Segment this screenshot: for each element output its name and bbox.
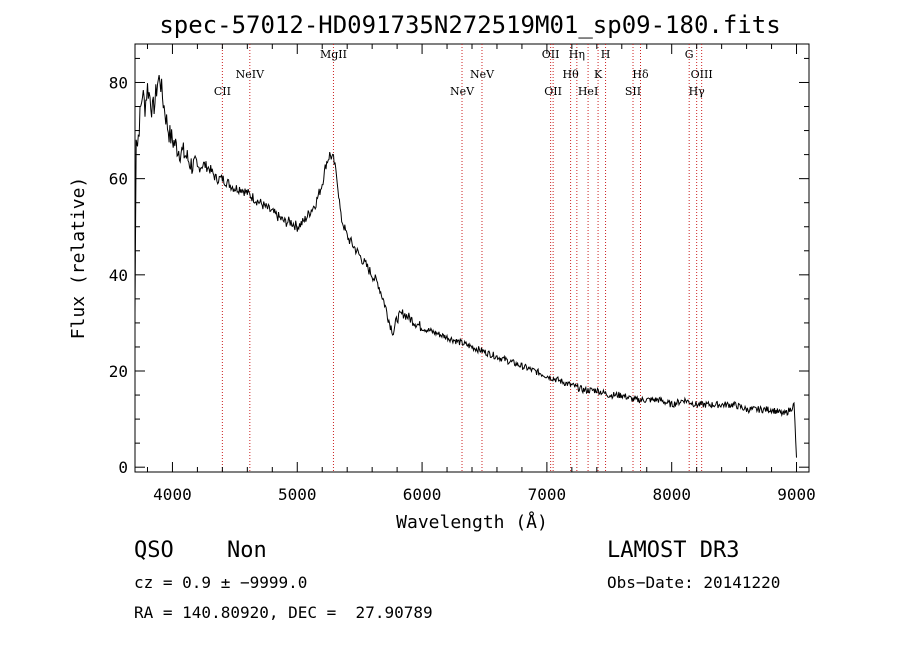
x-tick-label-3: 7000 <box>528 485 567 504</box>
line-label-13: Hδ <box>632 68 649 81</box>
obs-date: Obs−Date: 20141220 <box>607 573 781 592</box>
y-axis-label: Flux (relative) <box>68 177 89 340</box>
spectral-line-markers <box>221 44 703 472</box>
x-tick-label-1: 5000 <box>278 485 317 504</box>
redshift-readout: cz = 0.9 ± −9999.0 <box>134 573 308 592</box>
line-label-15: Hγ <box>689 85 706 98</box>
line-label-12: SII <box>625 85 641 98</box>
x-axis-label: Wavelength (Å) <box>396 511 548 533</box>
line-label-5: OII <box>542 48 560 61</box>
object-subclass: Non <box>227 538 267 563</box>
object-class: QSO <box>134 538 174 563</box>
line-label-4: NeV <box>470 68 495 81</box>
line-label-16: OIII <box>691 68 713 81</box>
y-tick-label-1: 20 <box>109 362 128 381</box>
y-tick-label-2: 40 <box>109 266 128 285</box>
line-label-6: OII <box>544 85 562 98</box>
survey-name: LAMOST DR3 <box>607 538 740 563</box>
x-tick-label-4: 8000 <box>652 485 691 504</box>
line-label-9: HeI <box>578 85 598 98</box>
line-label-3: NeV <box>450 85 475 98</box>
spectrum-line <box>134 75 797 458</box>
x-tick-label-5: 9000 <box>777 485 816 504</box>
line-label-10: K <box>594 68 603 81</box>
x-tick-label-0: 4000 <box>153 485 192 504</box>
line-label-2: MgII <box>320 48 347 61</box>
chart-title: spec-57012-HD091735N272519M01_sp09-180.f… <box>159 11 780 39</box>
y-tick-label-0: 0 <box>118 458 128 477</box>
line-label-7: Hθ <box>562 68 579 81</box>
line-label-14: G <box>685 48 694 61</box>
x-tick-label-2: 6000 <box>403 485 442 504</box>
y-tick-label-4: 80 <box>109 73 128 92</box>
plot-frame <box>134 43 810 473</box>
line-label-8: Hη <box>569 48 585 61</box>
x-axis-ticks: 4000 5000 6000 7000 8000 9000 <box>146 44 816 504</box>
line-label-0: CII <box>214 85 231 98</box>
y-axis-ticks: 0 20 40 60 80 <box>109 57 809 477</box>
line-label-11: H <box>601 48 611 61</box>
coordinates: RA = 140.80920, DEC = 27.90789 <box>134 603 433 622</box>
line-label-1: NeIV <box>236 68 265 81</box>
y-tick-label-3: 60 <box>109 170 128 189</box>
